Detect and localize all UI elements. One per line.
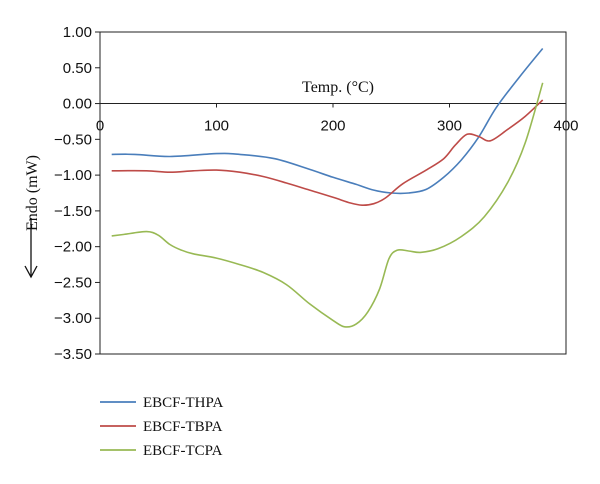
y-tick-label: −3.50 — [54, 346, 92, 363]
y-tick-label: 1.00 — [63, 24, 92, 41]
series-lines — [111, 47, 544, 328]
legend-label-ebcf-thpa: EBCF-THPA — [143, 395, 223, 411]
x-tick-label: 300 — [437, 118, 462, 135]
y-tick-label: 0.00 — [63, 96, 92, 113]
y-tick-label: −1.50 — [54, 203, 92, 220]
y-tick-label: −2.00 — [54, 239, 92, 256]
y-axis-arrow-head — [24, 265, 38, 279]
x-tick-label: 100 — [204, 118, 229, 135]
series-line-ebcf-tcpa — [111, 82, 544, 328]
y-tick-label: 0.50 — [63, 60, 92, 77]
y-axis-label-group: Endo (mW) — [24, 155, 41, 279]
x-tick-label: 400 — [553, 118, 578, 135]
series-line-ebcf-tbpa — [111, 99, 544, 207]
plot-border — [99, 31, 567, 355]
x-axis-label: Temp. (°C) — [302, 79, 374, 96]
y-tick-label: −0.50 — [54, 131, 92, 148]
y-axis-ticks: 1.00 0.50 0.00 −0.50 −1.00 −1.50 −2.00 −2.50 −3.… — [54, 24, 100, 363]
x-axis-ticks: 0 100 200 300 400 — [96, 103, 579, 135]
y-axis-label: Endo (mW) — [24, 155, 41, 231]
y-tick-label: −2.50 — [54, 274, 92, 291]
x-tick-label: 200 — [320, 118, 345, 135]
x-tick-label: 0 — [96, 118, 104, 135]
legend-label-ebcf-tcpa: EBCF-TCPA — [143, 443, 223, 459]
legend: EBCF-THPA EBCF-TBPA EBCF-TCPA — [100, 395, 223, 459]
y-tick-label: −3.00 — [54, 310, 92, 327]
legend-label-ebcf-tbpa: EBCF-TBPA — [143, 419, 223, 435]
y-tick-label: −1.00 — [54, 167, 92, 184]
